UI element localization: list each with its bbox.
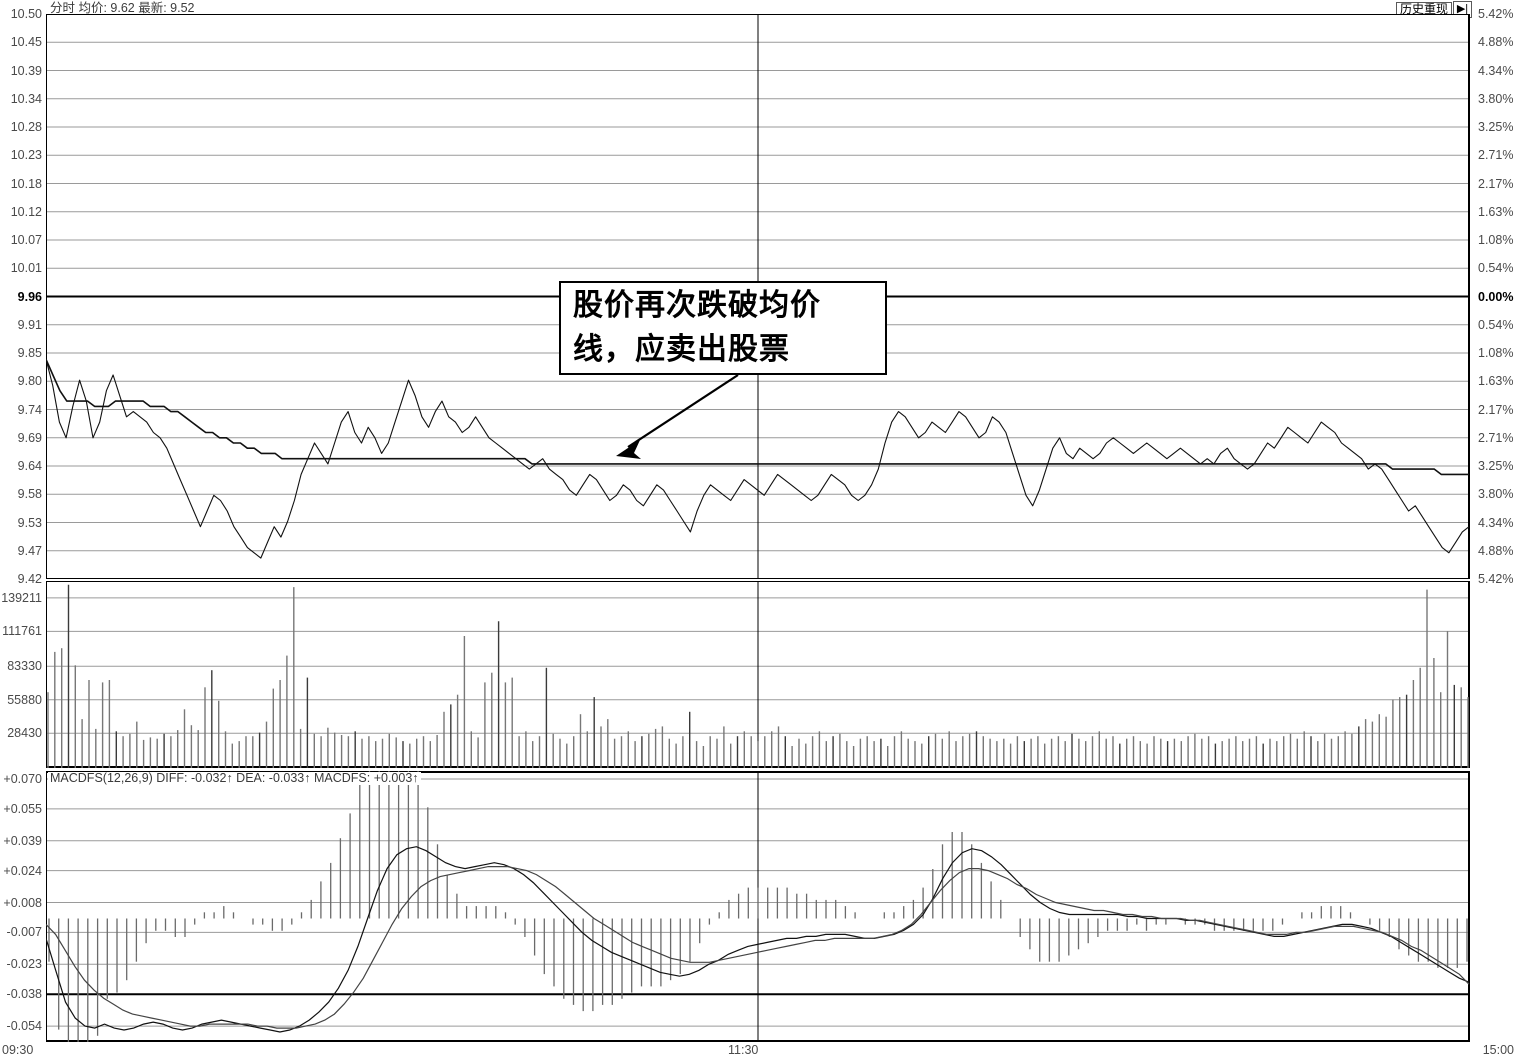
volume-axis-tick: 83330 bbox=[7, 659, 42, 674]
time-axis-tick: 11:30 bbox=[728, 1043, 759, 1057]
quote-info-text: 分时 均价: 9.62 最新: 9.52 bbox=[48, 1, 197, 15]
price-axis-tick: 9.69 bbox=[17, 430, 42, 445]
percent-axis-tick: 3.25% bbox=[1478, 459, 1514, 473]
percent-axis-tick: 2.71% bbox=[1478, 148, 1514, 163]
time-axis-tick: 15:00 bbox=[1482, 1043, 1514, 1057]
price-axis-tick: 9.74 bbox=[17, 402, 42, 417]
price-axis-tick: 9.53 bbox=[17, 515, 42, 530]
percent-axis-tick: 1.63% bbox=[1478, 374, 1514, 389]
macd-plot bbox=[46, 771, 1470, 1042]
percent-axis-tick: 2.71% bbox=[1478, 430, 1514, 445]
price-series-last bbox=[46, 359, 1470, 559]
percent-axis-tick: 2.17% bbox=[1478, 176, 1514, 191]
volume-axis-tick: 111761 bbox=[2, 624, 42, 639]
macd-indicator-header: MACDFS(12,26,9) DIFF: -0.032↑ DEA: -0.03… bbox=[48, 771, 421, 785]
percent-axis-tick: 4.34% bbox=[1478, 515, 1514, 530]
price-axis-tick: 9.42 bbox=[17, 572, 42, 586]
annotation-callout: 股价再次跌破均价 线，应卖出股票 bbox=[559, 281, 887, 375]
percent-axis-tick: 4.88% bbox=[1478, 35, 1514, 50]
macd-axis-tick: -0.023 bbox=[6, 957, 42, 972]
macd-axis-tick: -0.007 bbox=[6, 925, 42, 940]
price-axis-tick: 10.23 bbox=[10, 148, 42, 163]
price-axis-tick: 10.50 bbox=[10, 7, 42, 21]
percent-axis-tick: 0.54% bbox=[1478, 317, 1514, 332]
price-axis-tick: 9.58 bbox=[17, 487, 42, 502]
price-axis-tick: 9.47 bbox=[17, 543, 42, 558]
macd-axis-tick: +0.008 bbox=[3, 895, 42, 910]
macd-axis-tick: +0.070 bbox=[3, 772, 42, 786]
volume-axis-tick: 139211 bbox=[1, 590, 42, 605]
price-axis-tick: 9.91 bbox=[17, 317, 42, 332]
annotation-line-2: 线，应卖出股票 bbox=[573, 332, 790, 367]
macd-axis-tick: +0.055 bbox=[3, 801, 42, 816]
macd-axis-tick: +0.024 bbox=[3, 863, 42, 878]
percent-axis-tick: 4.34% bbox=[1478, 63, 1514, 78]
macd-axis-tick: -0.038 bbox=[6, 987, 42, 1002]
price-axis-tick: 10.18 bbox=[10, 176, 42, 191]
percent-axis-tick: 5.42% bbox=[1478, 572, 1514, 586]
macd-axis-tick: -0.054 bbox=[6, 1019, 42, 1034]
percent-axis-tick: 1.63% bbox=[1478, 204, 1514, 219]
price-axis-tick: 9.96 bbox=[17, 289, 42, 304]
percent-axis-tick: 3.80% bbox=[1478, 487, 1514, 502]
price-axis-tick: 10.07 bbox=[10, 233, 42, 247]
volume-panel bbox=[46, 581, 1470, 768]
macd-panel bbox=[46, 771, 1470, 1042]
price-axis-tick: 9.64 bbox=[17, 459, 42, 473]
price-axis-tick: 10.34 bbox=[10, 91, 42, 106]
price-axis-tick: 10.45 bbox=[10, 35, 42, 50]
macd-dea-line bbox=[46, 866, 1470, 1029]
macd-axis-tick: +0.039 bbox=[3, 833, 42, 848]
percent-axis-tick: 1.08% bbox=[1478, 233, 1514, 247]
price-axis-tick: 10.12 bbox=[10, 204, 42, 219]
volume-axis-tick: 28430 bbox=[7, 726, 42, 741]
volume-plot bbox=[46, 581, 1470, 768]
percent-axis-tick: 3.80% bbox=[1478, 91, 1514, 106]
price-series-average bbox=[46, 358, 1469, 476]
price-axis-tick: 9.85 bbox=[17, 346, 42, 360]
volume-axis-tick: 55880 bbox=[7, 692, 42, 707]
percent-axis-tick: 5.42% bbox=[1478, 7, 1514, 21]
percent-axis-tick: 4.88% bbox=[1478, 543, 1514, 558]
percent-axis-tick: 2.17% bbox=[1478, 402, 1514, 417]
price-axis-tick: 10.01 bbox=[10, 261, 42, 276]
price-axis-tick: 10.39 bbox=[10, 63, 42, 78]
price-axis-tick: 9.80 bbox=[17, 374, 42, 389]
percent-axis-tick: 0.00% bbox=[1478, 289, 1514, 304]
percent-axis-tick: 1.08% bbox=[1478, 346, 1514, 360]
time-axis-tick: 09:30 bbox=[2, 1043, 34, 1057]
annotation-line-1: 股价再次跌破均价 bbox=[573, 288, 821, 323]
price-axis-tick: 10.28 bbox=[10, 120, 42, 134]
percent-axis-tick: 3.25% bbox=[1478, 120, 1514, 134]
macd-diff-line bbox=[46, 846, 1470, 1033]
percent-axis-tick: 0.54% bbox=[1478, 261, 1514, 276]
price-plot bbox=[46, 14, 1470, 579]
